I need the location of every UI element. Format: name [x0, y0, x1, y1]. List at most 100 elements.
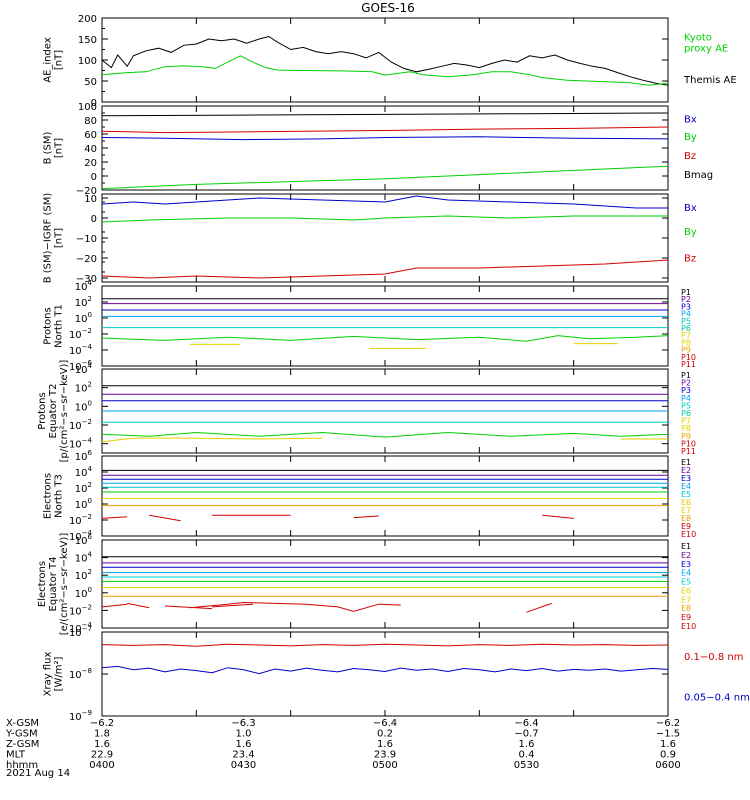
legend-label: P4: [681, 394, 691, 403]
y-tick-label: 10−4: [69, 343, 93, 357]
segment-line: [149, 514, 181, 522]
legend-label: Bx: [684, 203, 697, 214]
legend-label: E2: [681, 551, 691, 560]
y-axis-label: AE_index: [43, 37, 54, 83]
y-tick-label: −20: [76, 186, 97, 197]
y-tick-exponent: 0: [88, 586, 92, 594]
y-tick-exponent: 4: [88, 551, 93, 559]
legend-label: E10: [681, 530, 696, 539]
legend-label: E3: [681, 474, 691, 483]
x-row-value: 23.4: [232, 750, 254, 761]
y-axis-label: [nT]: [54, 50, 65, 70]
y-axis-label: Equator T4: [48, 557, 59, 612]
y-tick-label: 10−8: [69, 667, 92, 681]
y-tick-exponent: 0: [88, 497, 92, 505]
x-row-value: 1.6: [377, 739, 393, 750]
x-row-value: −6.2: [90, 718, 114, 729]
plot-frame: [101, 105, 669, 191]
legend-label: P8: [681, 338, 691, 347]
legend-label: P5: [681, 401, 691, 410]
y-tick-exponent: 0: [88, 311, 92, 319]
x-row-value: 1.8: [94, 729, 110, 740]
y-tick-label: 104: [75, 551, 93, 565]
series-line-themis-ae: [101, 35, 669, 86]
legend-label: proxy AE: [684, 43, 728, 54]
segment-line: [526, 602, 552, 613]
legend-label: E4: [681, 569, 691, 578]
y-tick-exponent: −2: [82, 418, 92, 426]
legend-label: 0.1−0.8 nm: [684, 652, 743, 663]
y-tick-label: 200: [78, 14, 97, 25]
legend-label: P3: [681, 302, 691, 311]
legend-label: Kyoto: [684, 33, 712, 44]
y-tick-label: 104: [75, 465, 93, 479]
y-axis-label: [p/(cm²−s−sr−keV)]: [59, 360, 70, 463]
legend-label: E5: [681, 490, 691, 499]
legend-label: P11: [681, 447, 696, 456]
x-row-value: 0.9: [660, 750, 676, 761]
y-tick-label: 100: [78, 56, 97, 67]
y-tick-exponent: 4: [88, 279, 93, 287]
y-axis-label: Protons: [37, 392, 48, 429]
x-row-value: −6.4: [514, 718, 538, 729]
legend-label: P7: [681, 417, 691, 426]
y-tick-exponent: −4: [82, 529, 93, 537]
legend-label: P6: [681, 409, 691, 418]
segment-line: [101, 516, 128, 519]
y-axis-label: Equator T2: [48, 384, 59, 439]
legend-label: Bz: [684, 151, 696, 162]
y-axis-label: B (SM)−IGRF (SM): [43, 193, 54, 284]
y-tick-exponent: −2: [82, 327, 92, 335]
legend-label: E7: [681, 595, 691, 604]
x-row-value: −6.4: [373, 718, 397, 729]
legend-label: By: [684, 227, 697, 238]
series-line-bz: [101, 126, 669, 134]
y-axis-label: Xray flux: [43, 652, 54, 697]
x-row-value: 0.2: [377, 729, 393, 740]
legend-label: E2: [681, 466, 691, 475]
y-tick-label: 10−2: [69, 418, 92, 432]
y-tick-exponent: −7: [82, 625, 92, 633]
x-row-value: 1.6: [660, 739, 676, 750]
legend-label: E8: [681, 514, 691, 523]
legend-label: Bmag: [684, 170, 713, 181]
y-tick-exponent: 6: [88, 533, 93, 541]
x-row-value: 0500: [372, 760, 397, 771]
panel-8: 10−9 10−8 10−7 Xray flux [W/m²] 0.1−0.8 nm 0.0…: [43, 625, 750, 723]
y-tick-exponent: 4: [88, 362, 93, 370]
x-row-value: 0530: [514, 760, 539, 771]
x-row-value: 23.9: [374, 750, 396, 761]
y-tick-label: 106: [75, 533, 93, 547]
plot-frame: [101, 539, 669, 629]
x-row-value: −1.5: [656, 729, 680, 740]
legend-label: E9: [681, 613, 691, 622]
series-line-by: [101, 215, 668, 223]
legend-label: 0.05−0.4 nm: [684, 692, 750, 703]
legend-label: P11: [681, 360, 696, 369]
legend-label: E8: [681, 604, 691, 613]
y-tick-label: 0: [91, 172, 97, 183]
legend-label: P10: [681, 353, 696, 362]
legend-label: By: [684, 132, 697, 143]
y-tick-label: 100: [75, 497, 92, 511]
series-line-bmag: [101, 112, 669, 117]
legend-label: E6: [681, 498, 691, 507]
x-row-value: −0.7: [514, 729, 538, 740]
y-axis-label: B (SM): [43, 131, 54, 164]
y-tick-label: 40: [84, 144, 97, 155]
legend-label: E4: [681, 482, 691, 491]
y-tick-label: 100: [75, 399, 92, 413]
legend-label: P9: [681, 346, 691, 355]
segment-line: [189, 601, 401, 612]
y-tick-label: −20: [76, 254, 97, 265]
y-axis-label: Electrons: [43, 473, 54, 519]
x-row-label: X-GSM: [6, 718, 39, 729]
x-row-label: Y-GSM: [5, 729, 38, 740]
series-line-0-05-0-4-nm: [101, 665, 669, 675]
segment-line: [164, 605, 213, 610]
y-axis-label: North T1: [54, 304, 65, 348]
legend-label: E3: [681, 560, 691, 569]
y-axis-label: Protons: [43, 307, 54, 344]
